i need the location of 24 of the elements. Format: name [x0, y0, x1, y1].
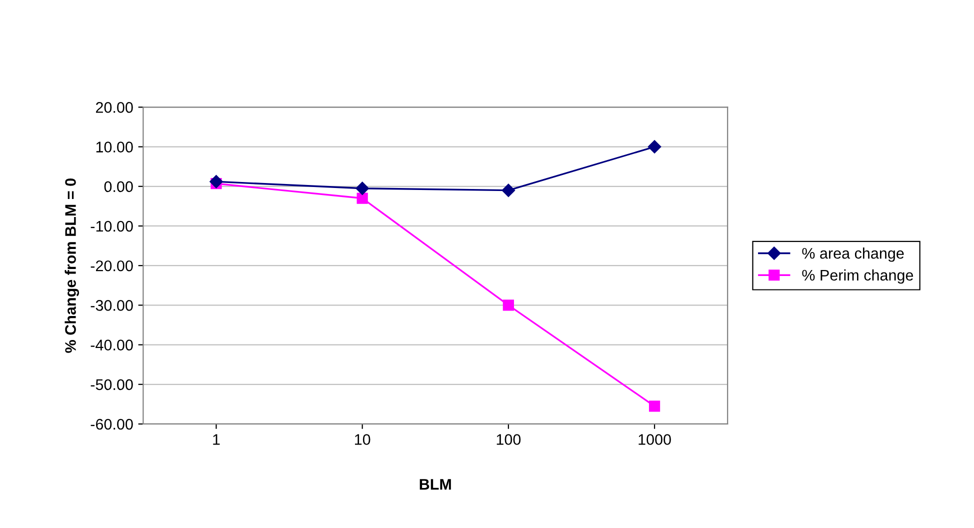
point [356, 192, 368, 204]
x-tick-label: 10 [354, 434, 370, 445]
point [356, 182, 369, 195]
y-tick-label: -20.00 [90, 260, 133, 272]
legend-label: % Perim change [802, 269, 914, 284]
point [210, 175, 223, 188]
y-tick-label: -40.00 [90, 340, 133, 350]
y-tick-label: -30.00 [90, 300, 133, 311]
legend-label: % area change [802, 248, 904, 262]
x-tick-label: 1000 [638, 434, 671, 445]
y-tick-label: 20.00 [96, 102, 133, 113]
y-tick-label: -10.00 [90, 220, 133, 232]
x-tick-label: 1 [213, 434, 220, 445]
y-tick-label: 0.00 [104, 181, 133, 192]
point [648, 140, 662, 154]
x-tick-label: 100 [496, 434, 521, 445]
point [502, 184, 516, 197]
point [502, 300, 514, 311]
y-tick-label: -60.00 [90, 418, 133, 430]
y-tick-label: 10.00 [96, 142, 133, 152]
y-tick-label: -50.00 [90, 379, 133, 390]
point [648, 400, 660, 412]
x-axis-title: BLM [420, 479, 451, 490]
y-axis-title: % Change from BLM = 0 [64, 178, 80, 353]
